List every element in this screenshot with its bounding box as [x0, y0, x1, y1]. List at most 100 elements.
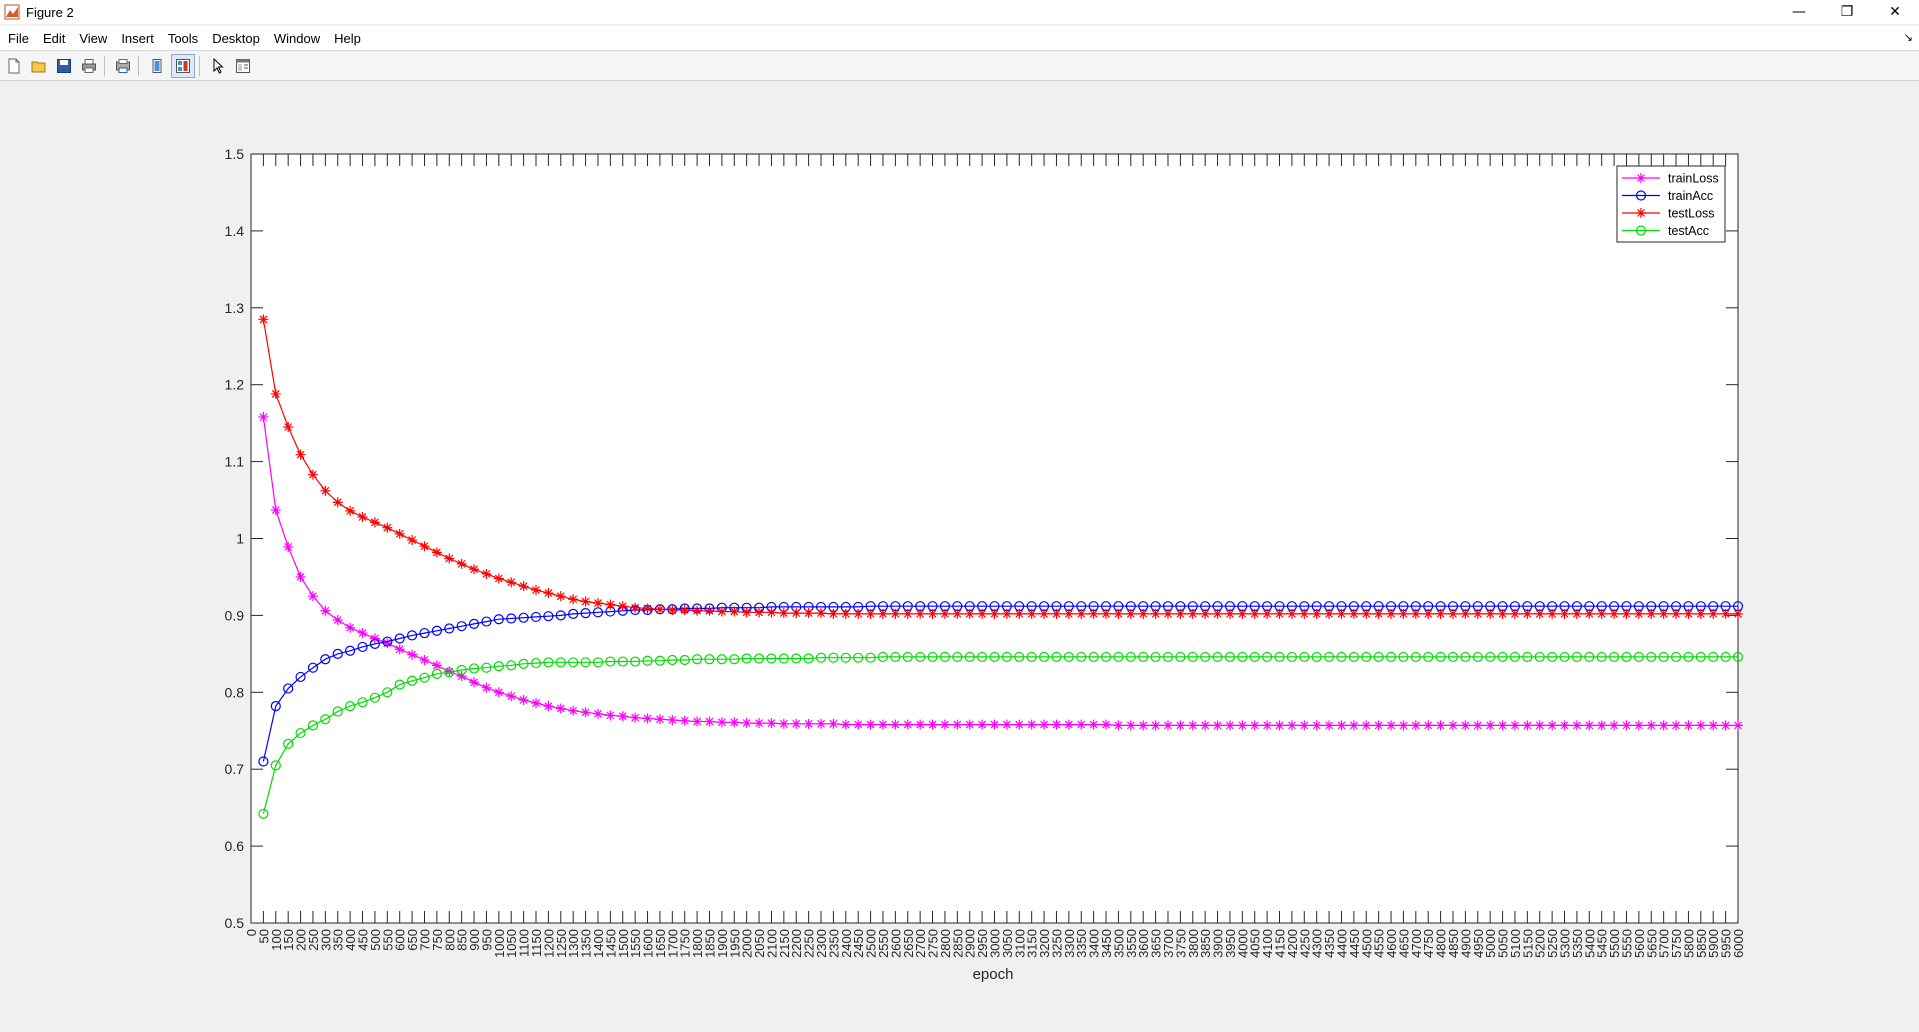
open-property-inspector-icon[interactable]	[232, 55, 254, 77]
trainAcc-point	[468, 618, 480, 629]
toolbar-separator	[199, 56, 200, 76]
trainLoss-point	[1324, 720, 1335, 731]
trainLoss-point	[692, 716, 703, 727]
testLoss-point	[382, 522, 393, 533]
menu-help[interactable]: Help	[334, 30, 361, 46]
new-figure-icon[interactable]	[3, 55, 25, 77]
testAcc-point	[493, 661, 504, 672]
x-tick-label: 2000	[740, 929, 755, 958]
testAcc-point	[419, 672, 430, 683]
trainAcc-point	[406, 630, 418, 641]
x-tick-label: 2750	[926, 929, 941, 958]
x-tick-label: 5250	[1545, 929, 1560, 958]
menu-tools[interactable]: Tools	[167, 30, 199, 46]
trainLoss-point	[1187, 720, 1198, 731]
trainLoss-point	[1671, 720, 1682, 731]
print-icon[interactable]	[78, 55, 100, 77]
trainAcc-point	[258, 756, 269, 767]
testAcc-point	[468, 663, 480, 674]
testAcc-point	[382, 687, 393, 698]
x-tick-label: 2600	[888, 929, 903, 958]
dock-arrow-icon[interactable]: ↘	[1903, 32, 1913, 44]
testAcc-point	[1633, 651, 1644, 663]
trainLoss-point	[369, 633, 380, 644]
testAcc-point	[369, 692, 381, 703]
x-tick-label: 5350	[1570, 929, 1585, 958]
trainAcc-point	[345, 645, 356, 656]
testAcc-point	[1485, 651, 1496, 663]
x-tick-label: 4500	[1359, 929, 1374, 958]
trainAcc-point	[270, 701, 281, 712]
testAcc-point	[1720, 651, 1731, 663]
testLoss-point	[270, 388, 281, 399]
trainAcc-point	[419, 627, 430, 639]
window-title: Figure 2	[26, 4, 74, 20]
trainLoss-point	[630, 712, 641, 723]
testAcc-point	[1658, 651, 1669, 663]
series-trainLoss	[258, 411, 1743, 731]
testAcc-point	[939, 651, 951, 663]
edit-plot-arrow-icon[interactable]	[207, 55, 229, 77]
trainLoss-point	[1386, 720, 1397, 731]
close-button[interactable]: ✕	[1889, 4, 1901, 20]
testLoss-point	[692, 605, 703, 616]
save-icon[interactable]	[53, 55, 75, 77]
x-tick-label: 4250	[1297, 929, 1312, 958]
maximize-button[interactable]: ❐	[1840, 4, 1854, 20]
show-plot-tools-icon[interactable]	[171, 54, 195, 78]
legend-box[interactable]	[1616, 165, 1726, 243]
hide-plot-tools-icon[interactable]	[146, 55, 168, 77]
testAcc-point	[1038, 651, 1050, 663]
trainLoss-point	[592, 708, 603, 719]
testLoss-point	[654, 604, 665, 615]
menu-file[interactable]: File	[8, 30, 29, 46]
print-preview-icon[interactable]	[112, 55, 134, 77]
trainAcc-point	[580, 607, 591, 619]
trainLoss-point	[1125, 720, 1136, 731]
menu-view[interactable]: View	[79, 30, 108, 46]
line-chart[interactable]: 0501001502002503003504004505005506006507…	[0, 81, 1919, 1027]
menu-desktop[interactable]: Desktop	[212, 30, 260, 46]
open-file-icon[interactable]	[28, 55, 50, 77]
testLoss-point	[543, 588, 554, 599]
trainLoss-point	[1051, 719, 1062, 730]
trainLoss-point	[1609, 720, 1620, 731]
plot-area[interactable]	[250, 153, 1739, 924]
menu-window[interactable]: Window	[273, 30, 321, 46]
trainAcc-point	[444, 623, 455, 634]
testLoss-point	[1113, 608, 1124, 619]
x-tick-label: 1400	[591, 929, 606, 958]
testLoss-point	[1299, 608, 1310, 619]
testLoss-point	[741, 607, 752, 618]
testAcc-point	[283, 738, 294, 749]
testAcc-point	[704, 654, 715, 665]
trainAcc-point	[382, 636, 393, 647]
x-tick-label: 1600	[641, 929, 656, 958]
trainLoss-point	[605, 710, 616, 721]
testLoss-point	[1336, 608, 1347, 619]
trainLoss-point	[1447, 720, 1458, 731]
testAcc-point	[1608, 651, 1620, 663]
testAcc-point	[1262, 651, 1273, 663]
minimize-button[interactable]: —	[1792, 4, 1806, 20]
testLoss-point	[1534, 608, 1545, 619]
testAcc-point	[1249, 651, 1260, 663]
menu-edit[interactable]: Edit	[42, 30, 66, 46]
testAcc-point	[1596, 651, 1607, 663]
trainAcc-point	[568, 608, 579, 619]
matlab-logo-icon	[4, 4, 20, 20]
legend-testLoss-point	[1636, 208, 1646, 218]
x-tick-label: 5550	[1619, 929, 1634, 958]
testLoss-point	[1423, 608, 1434, 619]
x-tick-label: 6000	[1731, 929, 1746, 958]
x-tick-label: 1750	[678, 929, 693, 958]
testLoss-point	[1509, 608, 1520, 619]
menu-insert[interactable]: Insert	[121, 30, 154, 46]
testLoss-point	[1026, 608, 1037, 619]
y-tick-label: 0.7	[225, 761, 245, 777]
trainLoss-point	[617, 711, 628, 722]
testLoss-point	[345, 505, 356, 516]
testLoss-point	[1410, 608, 1421, 619]
trainLoss-point	[1138, 720, 1149, 731]
testAcc-point	[1385, 651, 1397, 663]
